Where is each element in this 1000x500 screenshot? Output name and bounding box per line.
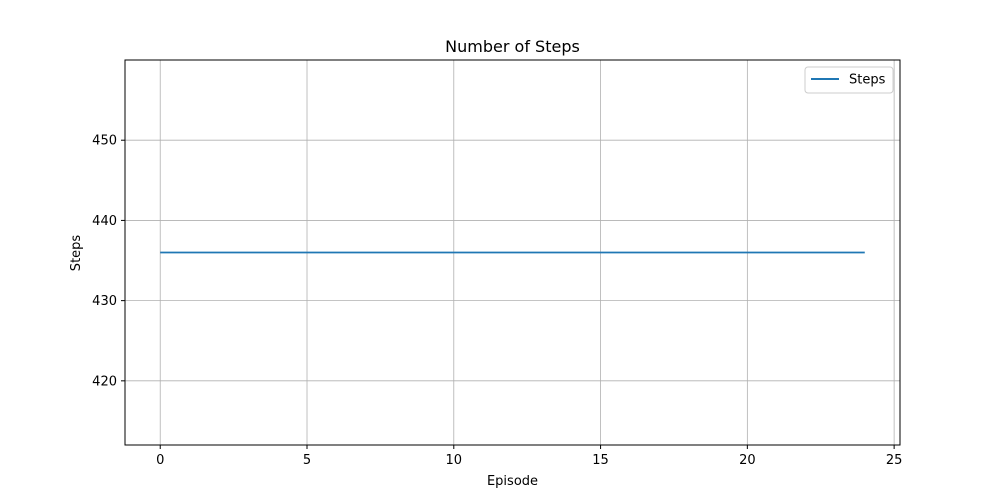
legend: Steps xyxy=(804,66,894,94)
y-tick-label: 420 xyxy=(92,374,117,389)
x-tick-label: 10 xyxy=(446,453,463,468)
x-tick-label: 0 xyxy=(156,453,164,468)
legend-box xyxy=(804,66,894,94)
plot-area-frame xyxy=(124,59,901,446)
chart-title: Number of Steps xyxy=(445,37,580,56)
y-tick-label: 450 xyxy=(92,134,117,149)
x-axis-label: Episode xyxy=(487,474,538,489)
y-axis-label: Steps xyxy=(69,235,84,272)
x-tick-label: 5 xyxy=(303,453,311,468)
x-tick-label: 20 xyxy=(739,453,756,468)
legend-label-steps: Steps xyxy=(849,73,886,88)
x-tick-label: 25 xyxy=(886,453,903,468)
y-tick-label: 430 xyxy=(92,294,117,309)
x-tick-label: 15 xyxy=(592,453,609,468)
y-axis: 420 430 440 450 xyxy=(92,134,125,389)
x-axis: 0 5 10 15 20 25 xyxy=(156,445,902,468)
y-tick-label: 440 xyxy=(92,214,117,229)
